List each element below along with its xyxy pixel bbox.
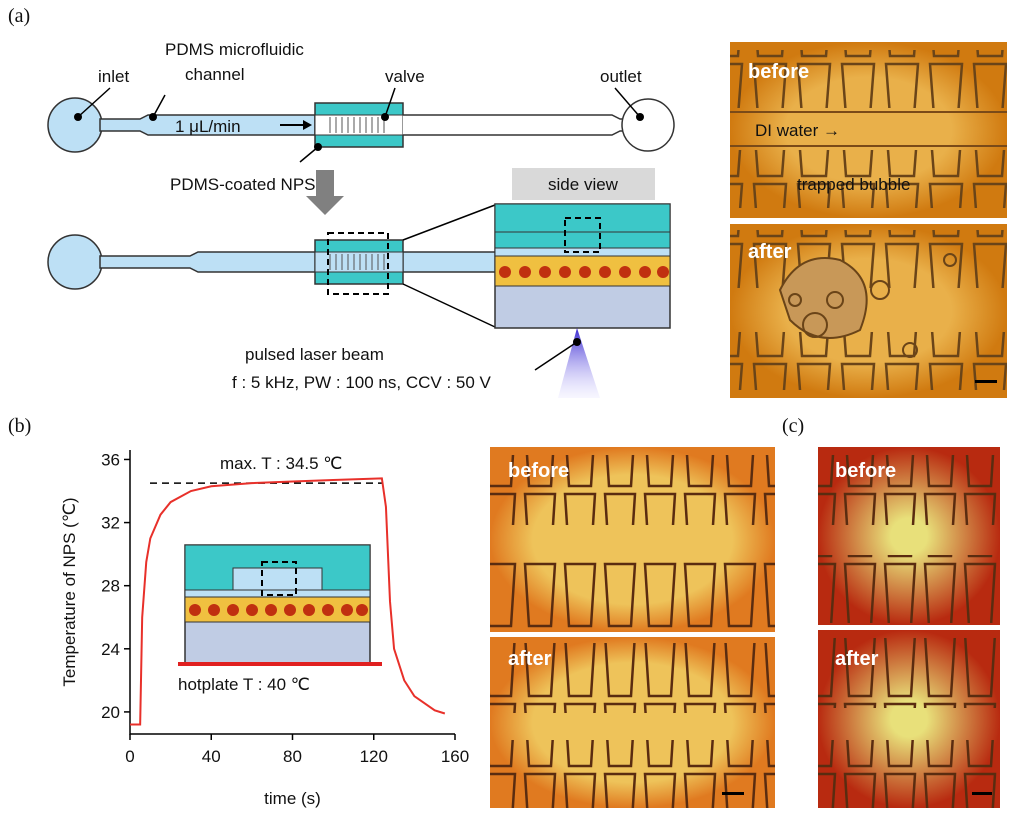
label: side view [548, 175, 619, 194]
label: PDMS-coated NPS [170, 175, 316, 194]
panel-c: (c) before after [782, 415, 1000, 808]
photo-label: before [835, 460, 896, 482]
x-axis-label: time (s) [264, 789, 321, 808]
y-tick-label: 24 [101, 640, 120, 659]
y-tick-label: 28 [101, 577, 120, 596]
label: inlet [98, 67, 129, 86]
panel-a: (a) inlet PDMS microfluidic channel valv… [8, 5, 1007, 398]
photo-label: after [508, 648, 552, 670]
y-tick-label: 36 [101, 450, 120, 469]
photo-label: after [835, 648, 879, 670]
label: pulsed laser beam [245, 345, 384, 364]
panel-label: (c) [782, 415, 804, 437]
panel-label: (b) [8, 415, 31, 437]
annotation: max. T : 34.5 ℃ [220, 454, 342, 473]
panel-label: (a) [8, 5, 30, 27]
x-tick-label: 40 [202, 747, 221, 766]
label: f : 5 kHz, PW : 100 ns, CCV : 50 V [232, 373, 492, 392]
label: channel [185, 65, 245, 84]
label: outlet [600, 67, 642, 86]
photo-label: after [748, 241, 792, 263]
x-tick-label: 80 [283, 747, 302, 766]
x-tick-label: 160 [441, 747, 469, 766]
panel-b: (b) 20 24 28 32 36 0 40 80 120 160 time (s) Tempera… [8, 415, 775, 808]
label: hotplate T : 40 ℃ [178, 675, 310, 694]
label: 1 μL/min [175, 117, 241, 136]
y-tick-label: 32 [101, 514, 120, 533]
y-tick-label: 20 [101, 703, 120, 722]
label: PDMS microfluidic [165, 40, 304, 59]
y-axis-label: Temperature of NPS (℃) [60, 497, 79, 686]
x-tick-label: 120 [360, 747, 388, 766]
photo-label: before [508, 460, 569, 482]
label: trapped bubble [797, 175, 910, 194]
figure: (a) inlet PDMS microfluidic channel valv… [0, 0, 1010, 812]
x-tick-label: 0 [125, 747, 134, 766]
label: DI water → [755, 121, 840, 140]
label: valve [385, 67, 425, 86]
photo-label: before [748, 61, 809, 83]
